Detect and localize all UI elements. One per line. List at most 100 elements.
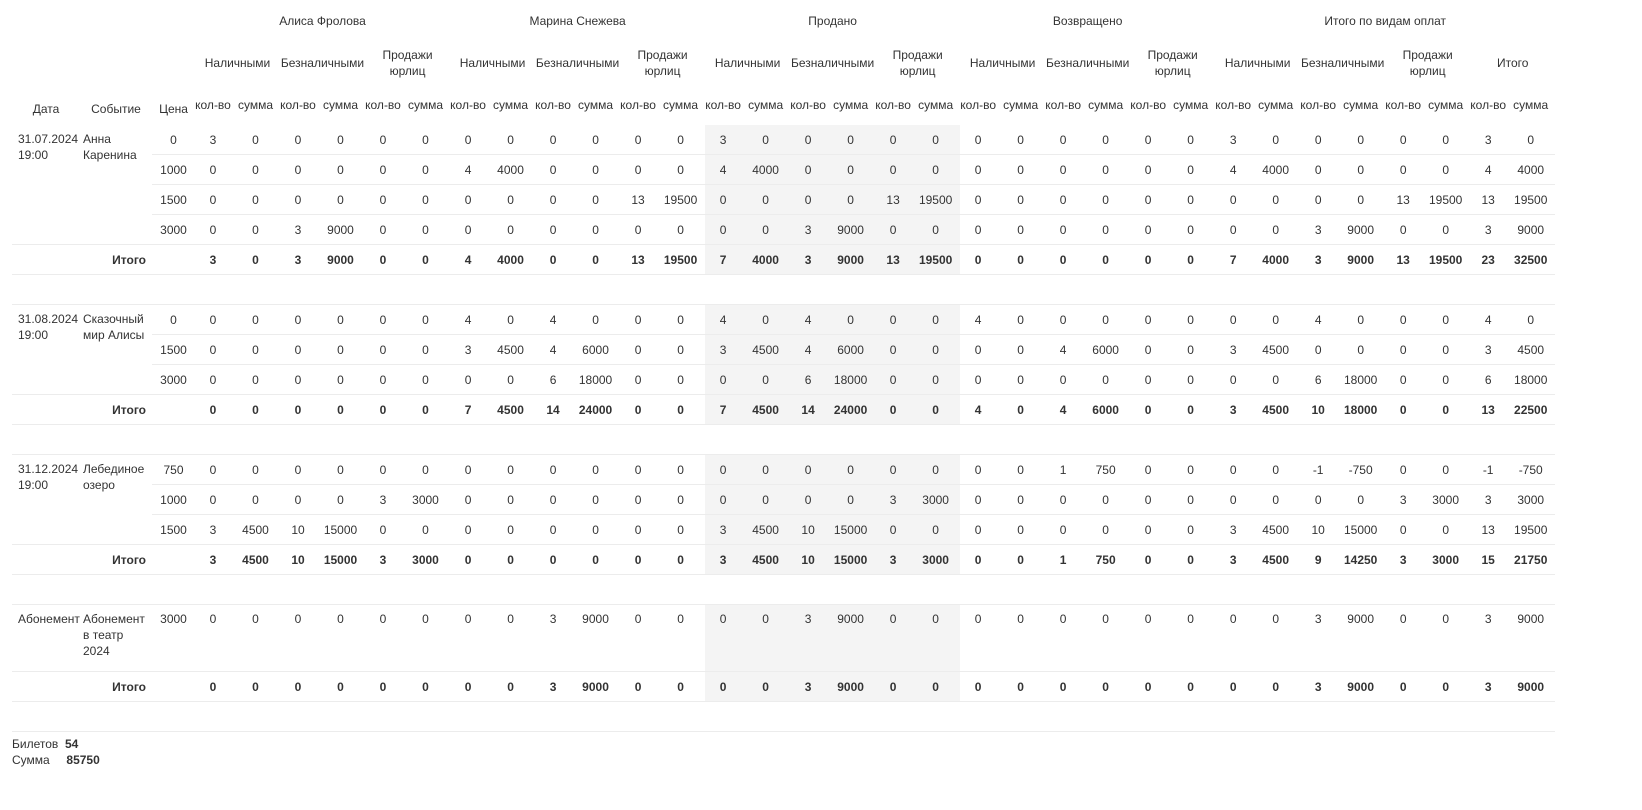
sum-cell: 0 bbox=[1081, 125, 1131, 155]
table-row: 1500 3 4500 10 15000 0 0 0 0 0 0 0 0 3 4500 10 15000 0 0 0 0… bbox=[12, 514, 1556, 545]
sum-header: сумма bbox=[1173, 97, 1209, 112]
qty-cell: 0 bbox=[875, 364, 912, 395]
qty-cell: 7 bbox=[450, 394, 487, 425]
qty-cell: 0 bbox=[280, 484, 316, 515]
qty-cell: 0 bbox=[1215, 671, 1252, 702]
sum-cell: 0 bbox=[1251, 671, 1301, 702]
qty-cell: 0 bbox=[960, 154, 997, 185]
payment-type-header: Наличными bbox=[714, 56, 781, 70]
qty-cell: 0 bbox=[195, 604, 231, 672]
sum-cell: 0 bbox=[1421, 514, 1471, 545]
payment-type-header: Безналичными bbox=[1301, 56, 1385, 70]
qty-cell: 3 bbox=[790, 671, 827, 702]
qty-cell: 0 bbox=[1385, 454, 1422, 485]
sum-cell: 0 bbox=[231, 184, 280, 215]
sum-cell: 0 bbox=[571, 514, 621, 545]
sum-cell: 0 bbox=[911, 334, 961, 365]
qty-cell: 3 bbox=[705, 125, 742, 155]
qty-cell: 0 bbox=[1385, 334, 1422, 365]
tickets-summary: Билетов 54 bbox=[12, 736, 100, 752]
sum-cell: 4500 bbox=[231, 514, 280, 545]
table-row: 31.08.2024 19:00 Сказочный мир Алисы 0 0 0 0 0… bbox=[12, 304, 1556, 395]
sum-cell: 0 bbox=[231, 214, 280, 245]
sum-cell: 0 bbox=[911, 364, 961, 395]
qty-cell: 0 bbox=[705, 214, 742, 245]
qty-cell: 3 bbox=[1300, 671, 1337, 702]
qty-cell: 0 bbox=[450, 454, 487, 485]
qty-cell: 4 bbox=[535, 334, 572, 365]
qty-cell: 4 bbox=[705, 154, 742, 185]
sum-cell: 0 bbox=[741, 671, 791, 702]
qty-cell: -1 bbox=[1300, 454, 1337, 485]
spacer-cell bbox=[12, 574, 1556, 605]
qty-cell: 0 bbox=[960, 214, 997, 245]
qty-cell: 0 bbox=[365, 514, 401, 545]
table-row: 1500 0 0 0 0 0 0 3 4500 4 6000 0 0 3 4500 4 6000 0 0 0 0 4 600… bbox=[12, 334, 1556, 365]
qty-cell: 0 bbox=[365, 125, 401, 155]
qty-cell: 0 bbox=[1045, 154, 1082, 185]
qty-cell: 0 bbox=[790, 125, 827, 155]
qty-cell: 0 bbox=[195, 214, 231, 245]
qty-cell: 0 bbox=[280, 394, 316, 425]
qty-cell: 0 bbox=[450, 604, 487, 672]
sum-cell: 0 bbox=[656, 154, 706, 185]
sum-cell: 0 bbox=[571, 125, 621, 155]
sum-cell: 9000 bbox=[826, 244, 876, 275]
sum-cell: 0 bbox=[1421, 214, 1471, 245]
report-summary: Билетов 54 Сумма 85750 bbox=[12, 736, 100, 768]
qty-cell: 14 bbox=[790, 394, 827, 425]
qty-cell: 0 bbox=[1045, 671, 1082, 702]
sum-cell: 0 bbox=[1336, 334, 1386, 365]
qty-cell: 4 bbox=[960, 394, 997, 425]
qty-cell: 10 bbox=[280, 544, 316, 575]
sum-cell: 4000 bbox=[1506, 154, 1556, 185]
qty-cell: 3 bbox=[280, 214, 316, 245]
qty-cell: 0 bbox=[365, 364, 401, 395]
sum-cell: 15000 bbox=[1336, 514, 1386, 545]
sum-cell: 0 bbox=[1166, 454, 1216, 485]
sum-header: сумма bbox=[1258, 97, 1294, 112]
qty-cell: 3 bbox=[195, 125, 231, 155]
header-row-payment-types: Наличными Безналичными Продажи юрлиц Наличн… bbox=[12, 42, 1555, 84]
qty-cell: 0 bbox=[960, 184, 997, 215]
qty-cell: 0 bbox=[875, 514, 912, 545]
sum-cell: 19500 bbox=[656, 184, 706, 215]
qty-cell: 0 bbox=[620, 364, 657, 395]
sum-cell: 0 bbox=[996, 671, 1046, 702]
qty-header: кол-во bbox=[1300, 97, 1337, 112]
sum-cell: 0 bbox=[656, 544, 706, 575]
spacer-cell bbox=[12, 424, 1556, 455]
sum-cell: 0 bbox=[231, 304, 280, 335]
sum-cell: 0 bbox=[486, 604, 536, 672]
sum-cell: 0 bbox=[911, 214, 961, 245]
sum-cell: 4500 bbox=[1251, 334, 1301, 365]
qty-cell: 0 bbox=[1215, 214, 1252, 245]
qty-cell: 3 bbox=[1470, 671, 1507, 702]
sum-cell: 0 bbox=[1421, 304, 1471, 335]
sum-cell: 0 bbox=[741, 184, 791, 215]
sum-cell: 0 bbox=[231, 364, 280, 395]
qty-cell: 0 bbox=[705, 184, 742, 215]
qty-cell: 0 bbox=[1045, 184, 1082, 215]
qty-cell: 0 bbox=[620, 394, 657, 425]
qty-cell: 0 bbox=[620, 214, 657, 245]
qty-cell: 4 bbox=[535, 304, 572, 335]
sum-cell: 4500 bbox=[486, 334, 536, 365]
sum-cell: 0 bbox=[316, 184, 365, 215]
qty-cell: 0 bbox=[365, 214, 401, 245]
sum-cell: 0 bbox=[571, 244, 621, 275]
qty-cell: 4 bbox=[1470, 154, 1507, 185]
sum-cell: 3000 bbox=[401, 484, 451, 515]
sales-report-table: Дата Событие Цена Алиса Фролова Марина Снеже… bbox=[12, 0, 1556, 732]
qty-cell: 4 bbox=[1045, 334, 1082, 365]
total-row: Итого 0 0 0 0 0 0 7 4500 14 24000 0 0 7 4500 14 24000 0 0 4… bbox=[12, 394, 1556, 425]
qty-cell: 0 bbox=[450, 125, 487, 155]
sum-cell: 0 bbox=[741, 364, 791, 395]
sum-cell: 4500 bbox=[1506, 334, 1556, 365]
sum-cell: 6000 bbox=[1081, 394, 1131, 425]
qty-cell: 0 bbox=[875, 154, 912, 185]
qty-cell: 0 bbox=[365, 304, 401, 335]
sum-cell: 0 bbox=[231, 334, 280, 365]
qty-header: кол-во bbox=[1130, 97, 1166, 112]
sum-cell: 0 bbox=[1081, 514, 1131, 545]
